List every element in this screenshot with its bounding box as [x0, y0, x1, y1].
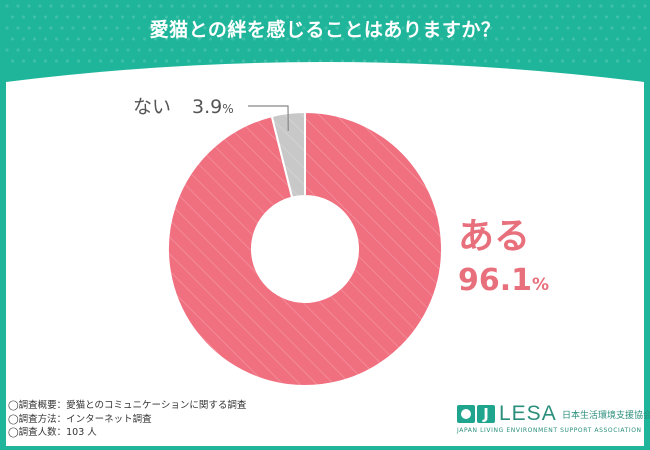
logo-org-jp: 日本生活環境支援協会: [562, 411, 650, 421]
label-nai-name: ない: [133, 96, 171, 118]
chart-title: 愛猫との絆を感じることはありますか？: [149, 19, 501, 41]
label-ari-name: ある: [458, 216, 530, 257]
label-nai-leader: [248, 105, 289, 132]
background-dot-pattern: [5, 4, 647, 63]
label-ari-value: 96.1%: [458, 263, 549, 298]
donut-slice-border: [270, 110, 306, 199]
lesa-logo: J LESA 日本生活環境支援協会 JAPAN LIVING ENVIRONME…: [457, 402, 650, 441]
note-summary: ◯調査概要：愛猫とのコミュニケーションに関する調査: [8, 400, 247, 411]
note-count: ◯調査人数：103 人: [8, 427, 97, 438]
white-panel: [6, 62, 644, 446]
logo-org-en: JAPAN LIVING ENVIRONMENT SUPPORT ASSOCIA…: [457, 427, 642, 434]
donut-chart: [167, 110, 443, 387]
logo-j-mark: J: [477, 405, 495, 423]
donut-slice-stripes: [168, 112, 443, 386]
survey-notes: ◯調査概要：愛猫とのコミュニケーションに関する調査 ◯調査方法：インターネット調…: [8, 399, 246, 440]
donut-slice-stripes: [271, 112, 305, 198]
logo-circle-mark: [457, 405, 475, 423]
label-nai-value: 3.9%: [192, 96, 234, 118]
chart-labels: ある 96.1% ない 3.9%: [133, 96, 549, 298]
donut-slice-border: [167, 110, 443, 387]
note-method: ◯調査方法：インターネット調査: [8, 413, 152, 425]
logo-name: LESA: [499, 402, 557, 425]
